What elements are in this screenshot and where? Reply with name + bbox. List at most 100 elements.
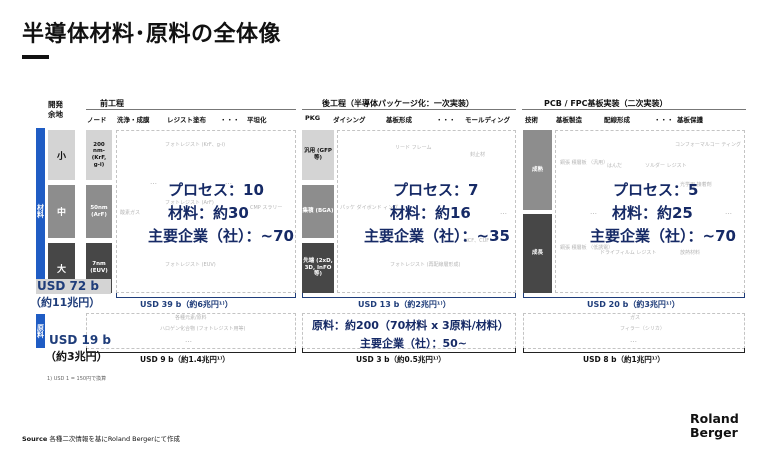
dev-margin-label-2: 余地 [48, 110, 63, 119]
back-process-rule [302, 109, 516, 110]
pcb-faint-5: 光学用 接着剤 [680, 182, 712, 188]
front-process-rule [86, 109, 296, 110]
pcb-dots-2: … [725, 208, 732, 216]
pcb-raw-area [523, 313, 745, 349]
front-overlay-process: プロセス：10 [168, 181, 264, 199]
col-clean-film: 洗浄・成膜 [117, 116, 150, 124]
node-small-text: 200 nm- (KrF, g-i) [91, 141, 107, 168]
tech-mature-text: 成熟 [531, 166, 543, 173]
pcb-faint-1: コンフォーマルコー ティング [675, 142, 742, 148]
back-faint-2: 封止材 [470, 152, 486, 158]
pcb-raw-total: USD 8 b（約1兆円¹⁾） [583, 355, 665, 364]
front-faint-5: フォトレジスト (EUV) [165, 262, 216, 268]
raw-faint-4: フィラー（シリカ） [620, 326, 665, 332]
col-planarize: 平坦化 [247, 116, 267, 124]
col-node: ノード [87, 116, 107, 124]
front-raw-bracket [86, 348, 296, 353]
front-process-header: 前工程 [100, 99, 124, 108]
raw-faint-1: 各種元素/原料 [175, 315, 207, 321]
back-faint-4: フォトレジスト (再配線層形成) [390, 262, 461, 268]
pcb-raw-dots: … [630, 336, 637, 344]
front-raw-area [86, 313, 296, 349]
raw-overlay-materials: 原料：約200（70材料 x 3原料/材料） [312, 319, 509, 332]
back-process-header: 後工程（半導体パッケージ化：一次実装） [322, 99, 474, 108]
back-overlay-materials: 材料：約16 [390, 204, 471, 222]
pcb-process-header: PCB / FPC基板実装（二次実装） [544, 99, 668, 108]
front-dots-1: … [150, 178, 157, 186]
materials-total-jpy: （約11兆円） [30, 296, 101, 309]
front-faint-2: 酸素ガス [120, 210, 141, 216]
pcb-material-area [555, 130, 745, 293]
front-overlay-materials: 材料：約30 [168, 204, 249, 222]
front-faint-1: フォトレジスト (KrF、g-i) [165, 142, 226, 148]
back-overlay-companies: 主要企業（社）：~35 [364, 227, 510, 245]
col-resist: レジスト塗布 [167, 116, 206, 124]
back-raw-total: USD 3 b（約0.5兆円¹⁾） [356, 355, 446, 364]
front-dots-2: … [225, 178, 232, 186]
pkg-box-general: 汎用 (GFP等) [302, 130, 334, 180]
pcb-faint-2: 銅張 積層板 （汎用） [560, 160, 609, 166]
raw-side-bar: 原料 [36, 314, 45, 348]
row-large-label: 大 [56, 264, 66, 275]
col-back-dots: ・・・ [436, 116, 456, 124]
col-board-mfg: 基板製造 [556, 116, 582, 124]
front-faint-4: CMP スラリー [250, 205, 283, 211]
brand-logo: Roland Berger [690, 412, 739, 440]
node-large-text: 7nm (EUV) [90, 261, 108, 274]
pcb-mat-total: USD 20 b（約3兆円¹⁾） [587, 300, 680, 309]
row-small: 小 [48, 130, 75, 180]
pcb-process-rule [522, 109, 746, 110]
pcb-raw-bracket [523, 348, 745, 353]
pcb-overlay-companies: 主要企業（社）：~70 [590, 227, 736, 245]
back-faint-5: NCF、CUF [464, 238, 490, 244]
back-raw-area [302, 313, 516, 349]
materials-side-bar: 材料 [36, 128, 45, 293]
pkg-box-advanced: 先端 (2xD, 3D, InFO等) [302, 243, 334, 293]
raw-total-jpy: （約3兆円） [45, 350, 108, 363]
col-molding: モールディング [465, 116, 511, 124]
materials-side-label: 材料 [36, 203, 45, 218]
brand-word-2: Berger [690, 424, 738, 440]
back-material-area [337, 130, 516, 293]
pkg-advanced-text: 先端 (2xD, 3D, InFO等) [303, 258, 333, 278]
node-medium-text: 50nm (ArF) [90, 204, 108, 218]
front-raw-total: USD 9 b（約1.4兆円¹⁾） [140, 355, 230, 364]
pcb-faint-8: 放熱材料 [680, 250, 701, 256]
pcb-overlay-process: プロセス：5 [613, 181, 699, 199]
back-overlay-process: プロセス：7 [393, 181, 479, 199]
pcb-faint-7: ドライフィルム レジスト [600, 250, 657, 256]
back-faint-1: リード フレーム [395, 145, 432, 151]
pcb-dots-1: … [590, 208, 597, 216]
front-overlay-companies: 主要企業（社）：~70 [148, 227, 294, 245]
tech-growth-text: 成長 [531, 250, 543, 257]
back-mat-bracket [302, 293, 516, 298]
brand-word-1: Roland [690, 411, 739, 426]
back-dots-1: … [500, 208, 507, 216]
raw-faint-3: ガス [630, 315, 641, 321]
pkg-box-integrated: 集積 (BGA) [302, 185, 334, 238]
pkg-general-text: 汎用 (GFP等) [304, 148, 332, 161]
front-raw-dots: … [185, 336, 192, 344]
back-mat-total: USD 13 b（約2兆円¹⁾） [358, 300, 451, 309]
pcb-faint-4: ソルダー レジスト [645, 163, 687, 169]
row-small-label: 小 [56, 151, 66, 162]
pcb-faint-3: はんだ [607, 163, 623, 169]
title-underline [22, 55, 49, 59]
tech-box-growth: 成長 [523, 214, 552, 293]
footnote: 1) USD 1 = 150円で換算 [47, 376, 107, 382]
col-tech: 技術 [525, 116, 538, 124]
source-line: Source 各種二次情報を基にRoland Bergerにて作成 [22, 433, 180, 443]
pkg-integrated-text: 集積 (BGA) [302, 208, 334, 215]
front-faint-3: フォトレジスト (ArF) [165, 200, 214, 206]
pcb-faint-6: 銅張 積層板 （低誘電） [560, 245, 614, 251]
col-pkg: PKG [305, 114, 321, 122]
node-box-medium: 50nm (ArF) [86, 185, 112, 238]
node-box-small: 200 nm- (KrF, g-i) [86, 130, 112, 180]
dev-margin-label-1: 開発 [48, 100, 63, 109]
source-text: 各種二次情報を基にRoland Bergerにて作成 [49, 435, 180, 443]
raw-total-usd: USD 19 b [49, 333, 111, 347]
raw-overlay-companies: 主要企業（社）：50~ [360, 337, 468, 350]
materials-total-bg [36, 279, 111, 294]
raw-side-label: 原料 [36, 324, 45, 338]
raw-faint-2: ハロゲン化合物 (フォトレジスト用等) [160, 326, 246, 332]
